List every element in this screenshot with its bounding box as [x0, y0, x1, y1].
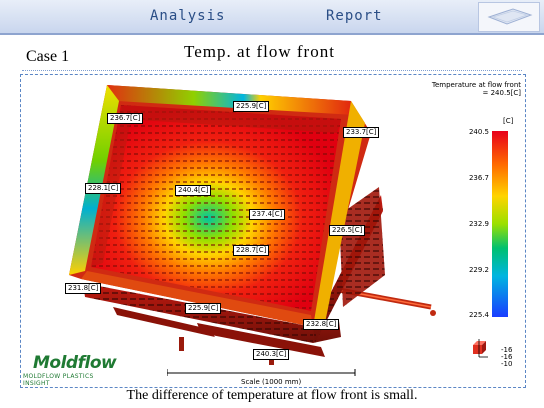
analysis-tab[interactable]: Analysis	[150, 8, 226, 24]
value-label: 240.3[C]	[253, 349, 290, 360]
legend-tick: 236.7	[468, 174, 489, 182]
legend-tick: 225.4	[468, 311, 489, 319]
legend-unit: [C]	[503, 117, 514, 125]
axis-values: -16 -16 -10	[501, 347, 512, 368]
value-label: 240.4[C]	[175, 185, 212, 196]
scale-label: Scale (1000 mm)	[241, 378, 302, 386]
legend-tick: 232.9	[468, 220, 489, 228]
case-label: Case 1	[26, 48, 70, 65]
temperature-plot	[69, 85, 436, 365]
legend-title-line1: Temperature at flow front	[431, 81, 521, 89]
header-thumbnail	[478, 2, 540, 32]
legend-title: Temperature at flow front = 240.5[C]	[413, 81, 521, 97]
legend-title-line2: = 240.5[C]	[482, 89, 521, 97]
value-label: 237.4[C]	[249, 209, 286, 220]
value-label: 228.7[C]	[233, 245, 270, 256]
value-label: 225.9[C]	[185, 303, 222, 314]
scale-bar	[167, 369, 356, 376]
report-header: Analysis Report	[0, 0, 544, 35]
logo-tagline: MOLDFLOW PLASTICS INSIGHT	[23, 373, 94, 387]
axis-value: -16	[501, 353, 513, 361]
logo-name: Moldflow	[33, 353, 117, 373]
axis-value: -10	[501, 360, 513, 368]
axis-value: -16	[501, 346, 513, 354]
plot-window: 225.9[C] 236.7[C] 233.7[C] 228.1[C] 240.…	[20, 74, 526, 388]
color-scale-bar	[492, 131, 508, 317]
value-label: 236.7[C]	[107, 113, 144, 124]
page-title: Temp. at flow front	[184, 42, 335, 61]
value-label: 225.9[C]	[233, 101, 270, 112]
title-divider	[22, 70, 522, 71]
report-tab[interactable]: Report	[326, 8, 383, 24]
value-label: 228.1[C]	[85, 183, 122, 194]
value-label: 232.8[C]	[303, 319, 340, 330]
moldflow-logo: Moldflow MOLDFLOW PLASTICS INSIGHT	[23, 353, 117, 387]
value-label: 231.8[C]	[65, 283, 102, 294]
legend-tick: 229.2	[468, 266, 489, 274]
value-label: 233.7[C]	[343, 127, 380, 138]
axis-triad-icon	[473, 339, 488, 358]
slide-caption: The difference of temperature at flow fr…	[126, 388, 418, 403]
value-label: 226.5[C]	[329, 225, 366, 236]
legend-tick: 240.5	[468, 128, 489, 136]
